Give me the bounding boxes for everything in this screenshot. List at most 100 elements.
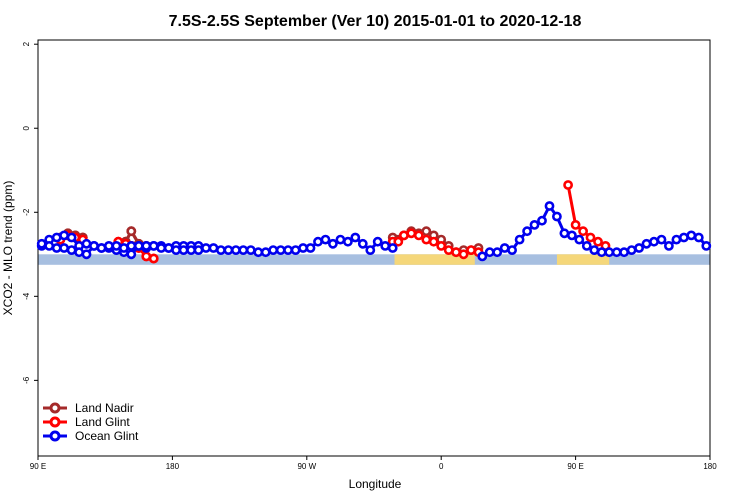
legend-label-ocean-glint: Ocean Glint [75,429,139,443]
data-point-ocean-glint [44,240,55,251]
background-bands [38,254,710,265]
y-tick-label: -6 [22,376,31,384]
data-point-ocean-glint [492,247,503,258]
band-ocean-0 [38,254,710,265]
y-tick-label: -2 [22,208,31,216]
data-point-ocean-glint [649,236,659,247]
legend-marker-ocean-glint [49,430,61,442]
data-point-ocean-glint [111,240,122,251]
data-point-ocean-glint [126,240,137,251]
data-point-ocean-glint [693,232,704,243]
x-tick-label: 90 E [30,462,46,471]
data-point-ocean-glint [178,245,189,255]
data-point-land-glint [406,228,417,239]
y-tick-label: 2 [22,41,31,46]
series-ocean-glint [36,201,712,262]
data-point-ocean-glint [574,234,585,245]
data-point-ocean-glint [365,245,376,255]
x-tick-label: 90 W [297,462,316,471]
data-point-land-nadir [126,226,137,237]
data-point-ocean-glint [477,251,488,262]
data-point-ocean-glint [66,245,77,255]
data-point-ocean-glint [320,234,331,245]
legend-marker-land-nadir [49,402,61,414]
x-axis: 90 E 180 90 W 0 90 E 180 [30,456,717,471]
data-point-ocean-glint [238,245,249,255]
data-point-land-glint [563,180,573,190]
legend-label-land-glint: Land Glint [75,415,130,429]
data-point-ocean-glint [283,245,293,255]
data-point-ocean-glint [223,245,234,255]
data-point-ocean-glint [133,240,144,251]
legend-label-land-nadir: Land Nadir [75,401,134,415]
data-point-ocean-glint [701,240,712,251]
x-axis-label: Longitude [349,477,402,491]
data-point-land-glint [458,249,469,260]
data-point-ocean-glint [507,245,517,255]
data-point-land-glint [593,236,603,247]
data-point-ocean-glint [89,240,99,251]
band-land-2 [556,254,610,265]
data-point-ocean-glint [581,240,592,251]
data-point-ocean-glint [215,245,226,255]
data-point-ocean-glint [567,230,577,241]
series-group [36,180,712,264]
data-point-land-glint [585,232,596,243]
data-point-land-glint [451,247,461,258]
data-point-ocean-glint [268,245,279,255]
y-axis-label: XCO2 - MLO trend (ppm) [1,181,15,316]
y-axis: -6 -4 -2 0 2 [22,41,38,384]
data-point-ocean-glint [66,232,77,243]
data-point-ocean-glint [514,234,525,245]
data-point-land-glint [148,253,159,264]
x-tick-label: 0 [439,462,444,471]
data-point-ocean-glint [372,236,383,247]
data-point-ocean-glint [201,243,211,253]
data-point-ocean-glint [671,234,682,245]
data-point-ocean-glint [156,243,167,253]
data-point-ocean-glint [148,240,159,251]
data-point-land-nadir [421,226,432,237]
data-point-ocean-glint [59,243,69,253]
chart-title: 7.5S-2.5S September (Ver 10) 2015-01-01 … [169,13,582,30]
data-point-land-glint [413,230,424,241]
data-point-land-glint [428,236,439,247]
data-point-ocean-glint [619,247,629,258]
data-point-ocean-glint [305,243,316,253]
data-point-ocean-glint [193,245,204,255]
data-point-land-glint [570,219,581,230]
data-point-ocean-glint [626,245,637,255]
data-point-ocean-glint [387,243,398,253]
data-point-ocean-glint [686,230,697,241]
data-point-ocean-glint [81,249,92,260]
data-point-ocean-glint [335,234,346,245]
data-point-ocean-glint [290,245,301,255]
data-point-land-glint [436,240,447,251]
data-point-ocean-glint [36,238,47,249]
data-point-ocean-glint [81,238,92,249]
data-point-ocean-glint [350,232,361,243]
legend: Land Nadir Land Glint Ocean Glint [43,401,139,443]
data-point-land-glint [393,236,404,247]
band-land-1 [394,254,475,265]
data-point-ocean-glint [484,247,495,258]
data-point-ocean-glint [664,240,674,251]
x-tick-label: 180 [703,462,717,471]
data-point-ocean-glint [529,219,540,230]
y-tick-label: -4 [22,292,31,300]
data-point-ocean-glint [656,234,667,245]
data-point-ocean-glint [171,245,181,255]
data-point-ocean-glint [641,238,652,249]
data-point-ocean-glint [604,247,615,258]
data-point-ocean-glint [544,201,555,211]
data-point-ocean-glint [357,238,368,249]
data-point-ocean-glint [59,230,69,241]
data-point-ocean-glint [342,236,353,247]
x-tick-label: 90 E [567,462,583,471]
data-point-ocean-glint [380,240,391,251]
data-point-ocean-glint [552,211,562,222]
legend-marker-land-glint [49,416,61,428]
data-point-ocean-glint [245,245,256,255]
data-point-land-glint [578,226,588,237]
